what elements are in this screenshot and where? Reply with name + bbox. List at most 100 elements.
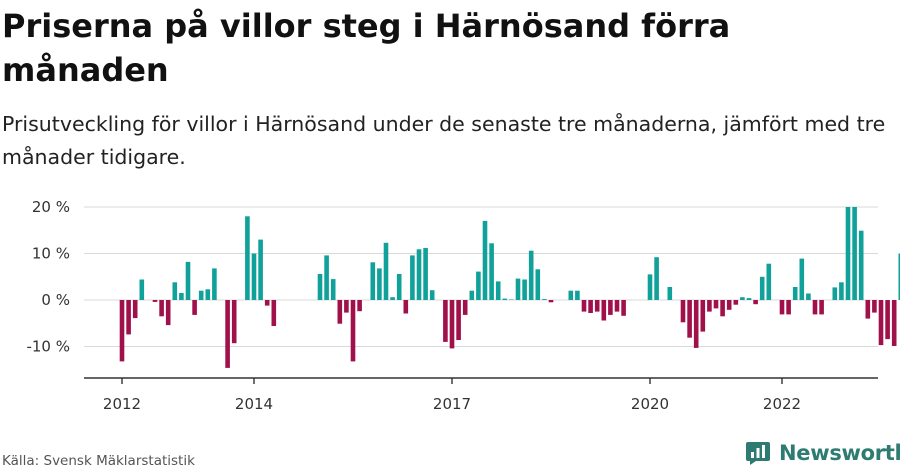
bar (344, 300, 349, 313)
bar (416, 249, 422, 300)
bar (528, 250, 534, 300)
bar (819, 300, 824, 315)
y-tick-label: 10 % (32, 245, 70, 263)
x-tick-label: 2012 (103, 395, 141, 413)
bar (231, 300, 237, 344)
chart-title: Priserna på villor steg i Härnösand förr… (2, 7, 731, 89)
bar (119, 300, 125, 362)
bar (858, 230, 864, 300)
bar (799, 258, 805, 300)
bar (476, 271, 481, 300)
x-tick-label: 2022 (763, 395, 801, 413)
bar (865, 300, 871, 319)
bar (377, 268, 382, 300)
x-tick-label: 2014 (235, 395, 273, 413)
bar (509, 299, 514, 300)
bar (740, 297, 745, 300)
newsworthy-logo-icon (746, 442, 770, 465)
bar (812, 300, 818, 315)
bar (594, 300, 600, 312)
bar (410, 255, 415, 300)
bar (456, 300, 461, 340)
bar (264, 300, 270, 306)
bar (588, 300, 593, 313)
bar (429, 290, 435, 300)
bar (179, 293, 184, 300)
bar (733, 300, 739, 305)
bar (390, 297, 395, 300)
bar (443, 300, 448, 342)
bar (205, 289, 211, 300)
chart-subtitle: Prisutveckling för villor i Härnösand un… (2, 112, 886, 169)
bar (614, 300, 620, 312)
bar (806, 293, 811, 300)
bar (126, 300, 131, 335)
bar (885, 300, 890, 340)
bar (575, 290, 580, 300)
bar (720, 300, 725, 317)
bar (759, 276, 765, 301)
bar (746, 298, 752, 300)
bar (542, 299, 547, 300)
bar (495, 281, 501, 300)
bar (139, 279, 145, 300)
bar (766, 263, 772, 300)
bar (608, 300, 613, 315)
bar (687, 300, 692, 338)
bar (654, 257, 659, 300)
bar (792, 287, 798, 300)
bar (317, 274, 323, 300)
bar (872, 300, 877, 313)
bar (357, 300, 362, 312)
bar (324, 255, 329, 300)
bar (396, 274, 402, 300)
brand-name: Newsworthy (779, 441, 900, 465)
bar (449, 300, 455, 349)
bar (271, 300, 277, 326)
bar (707, 300, 712, 312)
bar (212, 268, 217, 300)
bar (403, 300, 409, 314)
bar (898, 253, 900, 300)
bar (502, 298, 508, 300)
bar (680, 300, 686, 323)
bar (891, 300, 897, 346)
bar (839, 282, 844, 300)
bar (621, 300, 626, 316)
source-note: Källa: Svensk Mäklarstatistik (2, 453, 195, 469)
bar (185, 261, 191, 300)
bar (482, 220, 488, 300)
bar (198, 290, 204, 300)
bar (832, 287, 838, 300)
newsworthy-logo: Newsworthy (745, 440, 900, 466)
y-tick-label: 20 % (32, 198, 70, 216)
bar (350, 300, 356, 362)
bar (515, 278, 521, 300)
bar (251, 253, 257, 300)
bar (601, 300, 607, 321)
bar (383, 242, 389, 300)
bar (548, 300, 554, 303)
bar (330, 279, 336, 300)
bar (568, 290, 574, 300)
x-tick-label: 2017 (433, 395, 471, 413)
bar (693, 300, 699, 348)
bar (786, 300, 791, 315)
bar (667, 287, 673, 300)
bar (337, 300, 343, 324)
bar (878, 300, 884, 346)
bar (489, 243, 494, 300)
bar (581, 300, 587, 312)
bar (172, 282, 178, 300)
bar (462, 300, 468, 315)
bar (245, 216, 250, 300)
bar (753, 300, 758, 305)
bar (713, 300, 719, 309)
bar (165, 300, 171, 326)
bar-chart: -10 %0 %10 %20 %201220142017202020222 % (26, 198, 900, 413)
bar (423, 247, 428, 300)
bar (700, 300, 706, 332)
bar (469, 290, 475, 300)
bar (192, 300, 197, 315)
bar (370, 262, 376, 300)
